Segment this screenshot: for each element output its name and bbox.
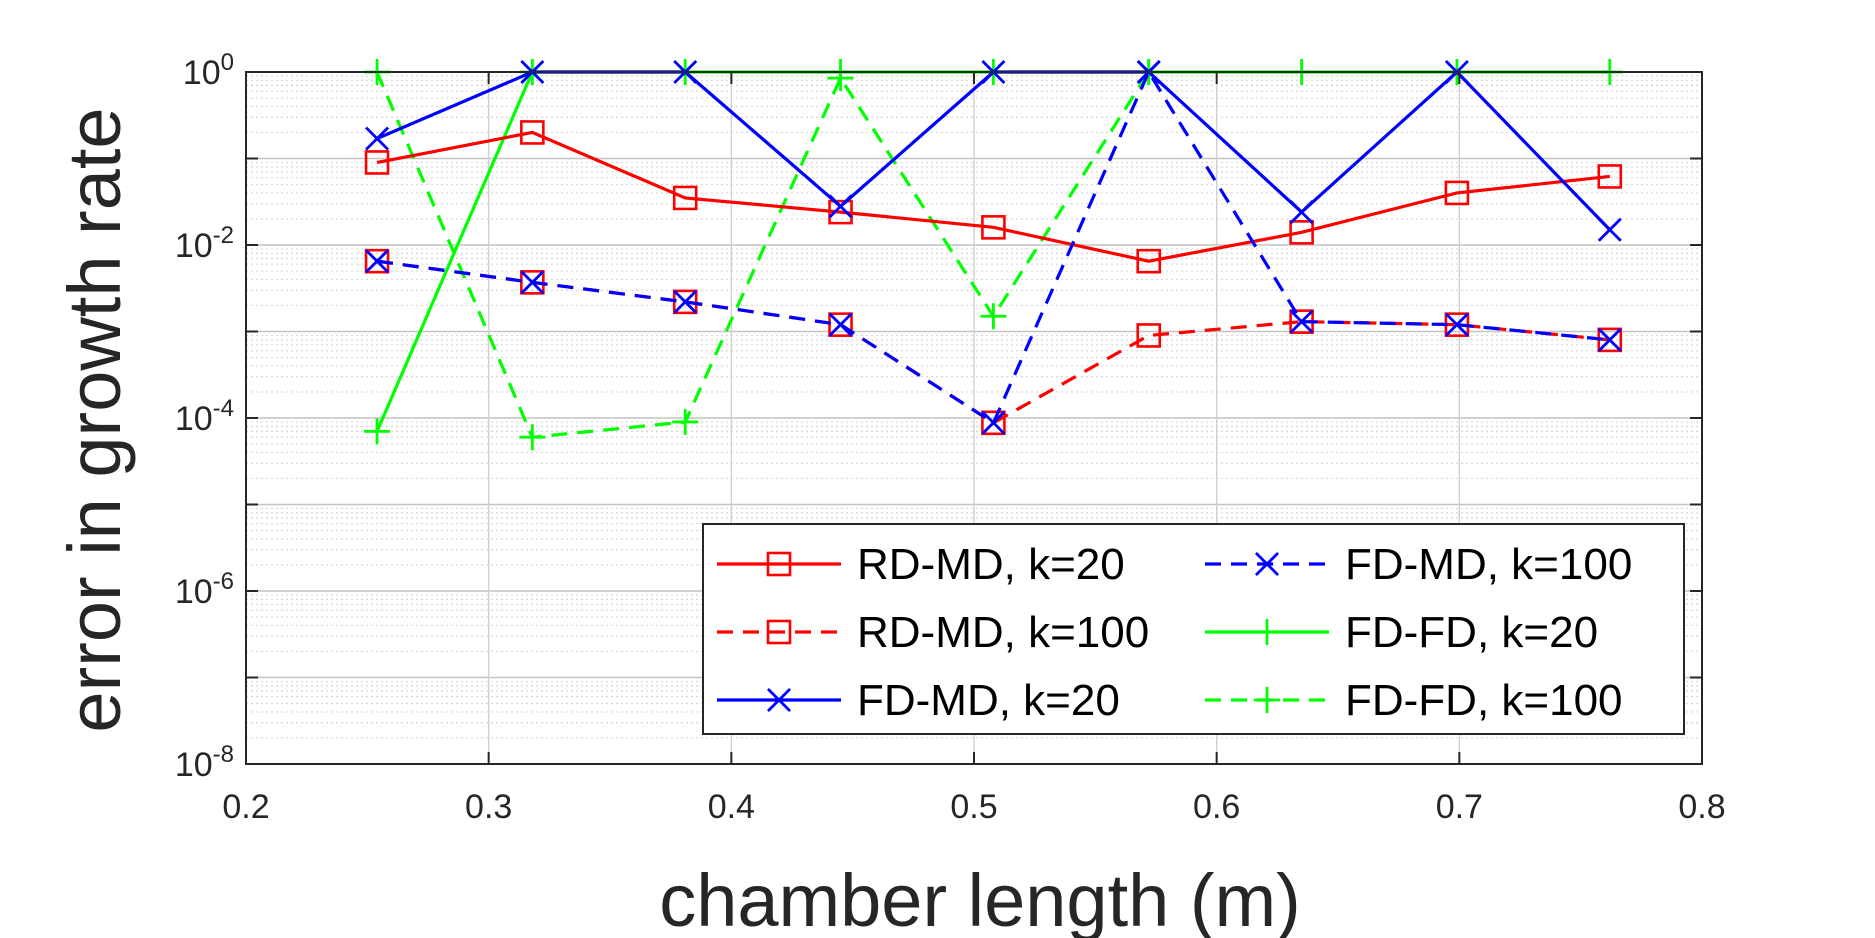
data-point — [673, 289, 698, 314]
data-point — [1136, 248, 1162, 274]
legend-marker — [1254, 619, 1280, 645]
data-point — [1289, 200, 1314, 225]
data-point — [1289, 309, 1314, 334]
data-point — [519, 424, 546, 451]
data-point — [1597, 327, 1622, 352]
legend-marker — [1255, 552, 1279, 576]
series-rd-md-k-20 — [364, 120, 1623, 274]
x-axis-label: chamber length (m) — [659, 859, 1301, 938]
data-point — [364, 150, 390, 175]
series-line-fd-fd-k-100 — [375, 71, 1151, 439]
series-line-fd-fd-k-20 — [375, 70, 1610, 433]
series-rd-md-k-100 — [364, 248, 1623, 436]
data-point — [1289, 220, 1314, 245]
legend-marker — [766, 619, 792, 645]
data-point — [364, 418, 391, 445]
x-tick-label: 0.8 — [1678, 788, 1725, 826]
y-axis-label: error in growth rate — [53, 107, 136, 732]
legend-entry-fd-fd-k-20: FD-FD, k=20 — [1205, 608, 1598, 657]
series-line-fd-md-k-20 — [376, 69, 1611, 231]
data-point — [827, 65, 854, 92]
y-tick-label: 10-8 — [175, 741, 234, 784]
legend-label: RD-MD, k=20 — [857, 540, 1125, 589]
axes: 0.2 0.3 0.4 0.5 0.6 0.7 0.8 100 10-2 10-4 10-6 10-8 — [175, 49, 1726, 826]
x-tick-label: 0.6 — [1193, 788, 1240, 826]
legend-entry-fd-fd-k-100: FD-FD, k=100 — [1205, 676, 1623, 725]
data-point — [520, 270, 545, 295]
series-line-rd-md-k-20 — [376, 130, 1610, 263]
data-point — [365, 126, 390, 151]
data-point — [828, 199, 853, 225]
data-point — [1597, 217, 1622, 242]
y-tick-label: 100 — [183, 49, 234, 92]
data-point — [980, 303, 1007, 330]
y-tick-label: 10-2 — [175, 222, 234, 265]
y-tick-label: 10-4 — [175, 395, 234, 438]
legend-entry-fd-md-k-100: FD-MD, k=100 — [1205, 540, 1632, 589]
data-point — [981, 410, 1006, 435]
legend-marker — [766, 551, 792, 577]
x-tick-label: 0.2 — [222, 788, 269, 826]
data-point — [1136, 323, 1162, 348]
legend-marker — [1254, 687, 1280, 713]
x-tick-label: 0.3 — [465, 788, 512, 826]
legend-entry-rd-md-k-20: RD-MD, k=20 — [717, 540, 1125, 589]
data-point — [520, 120, 545, 145]
data-point — [365, 249, 390, 274]
x-tick-label: 0.5 — [950, 788, 997, 826]
series-fd-md-k-20 — [365, 60, 1622, 242]
data-point — [1597, 164, 1623, 189]
legend: RD-MD, k=20 FD-MD, k=100 RD-MD, k=100 FD-FD… — [702, 523, 1685, 735]
y-tick-label: 10-6 — [175, 568, 234, 611]
x-tick-label: 0.7 — [1436, 788, 1483, 826]
data-point — [828, 312, 853, 337]
legend-label: FD-FD, k=20 — [1345, 608, 1598, 657]
data-point — [672, 185, 698, 211]
data-point — [981, 410, 1006, 436]
legend-label: FD-MD, k=100 — [1345, 540, 1632, 589]
legend-label: FD-FD, k=100 — [1345, 676, 1623, 725]
data-point — [672, 408, 699, 435]
x-tick-label: 0.4 — [708, 788, 755, 826]
legend-label: RD-MD, k=100 — [857, 608, 1149, 657]
legend-label: FD-MD, k=20 — [857, 676, 1120, 725]
series-line-fd-md-k-100 — [376, 68, 1610, 426]
legend-box — [702, 523, 1685, 735]
data-point — [828, 194, 853, 219]
legend-entry-rd-md-k-100: RD-MD, k=100 — [717, 608, 1149, 657]
data-point — [1444, 180, 1470, 206]
legend-entry-fd-md-k-20: FD-MD, k=20 — [717, 676, 1120, 725]
data-point — [1444, 312, 1469, 337]
legend-marker — [767, 688, 791, 712]
data-point — [981, 215, 1006, 240]
